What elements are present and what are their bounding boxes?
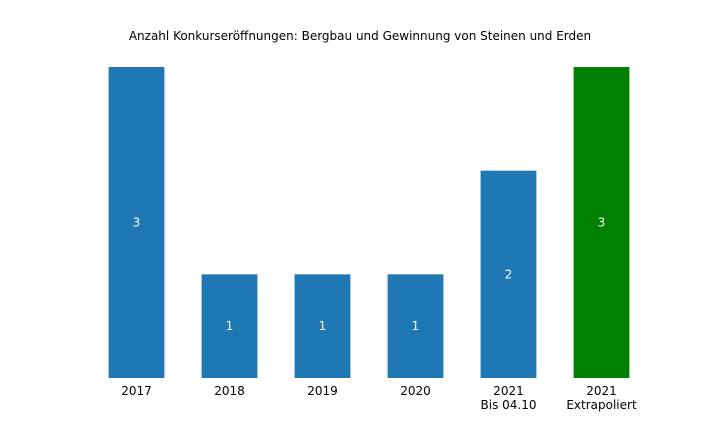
bar-value-label-0: 3 [133,216,141,230]
x-tick-label-5: 2021 Extrapoliert [566,384,637,412]
bar-value-label-4: 2 [505,267,513,281]
x-tick-label-2: 2019 [307,384,338,398]
x-tick-label-3: 2020 [400,384,431,398]
bar-value-label-5: 3 [598,216,606,230]
bar-value-label-1: 1 [226,319,234,333]
chart-title: Anzahl Konkurseröffnungen: Bergbau und G… [129,29,591,43]
bars-layer [108,67,630,378]
bar-value-label-2: 1 [319,319,327,333]
bar-3 [387,274,444,378]
x-tick-label-line: 2019 [307,384,338,398]
x-tick-label-line: 2020 [400,384,431,398]
x-tick-label-line: 2021 [586,384,617,398]
x-tick-label-line: Extrapoliert [566,398,637,412]
x-tick-label-0: 2017 [121,384,152,398]
x-tick-label-line: Bis 04.10 [481,398,537,412]
bar-2 [294,274,351,378]
x-tick-label-1: 2018 [214,384,245,398]
x-tick-label-line: 2017 [121,384,152,398]
bar-1 [201,274,258,378]
x-tick-label-4: 2021 Bis 04.10 [481,384,537,412]
bar-value-label-3: 1 [412,319,420,333]
bar-4 [480,170,537,378]
x-tick-label-line: 2018 [214,384,245,398]
x-tick-label-line: 2021 [493,384,524,398]
data-labels-layer: 3 1 1 1 2 3 [133,216,606,334]
bar-5 [573,67,630,378]
bar-0 [108,67,165,378]
